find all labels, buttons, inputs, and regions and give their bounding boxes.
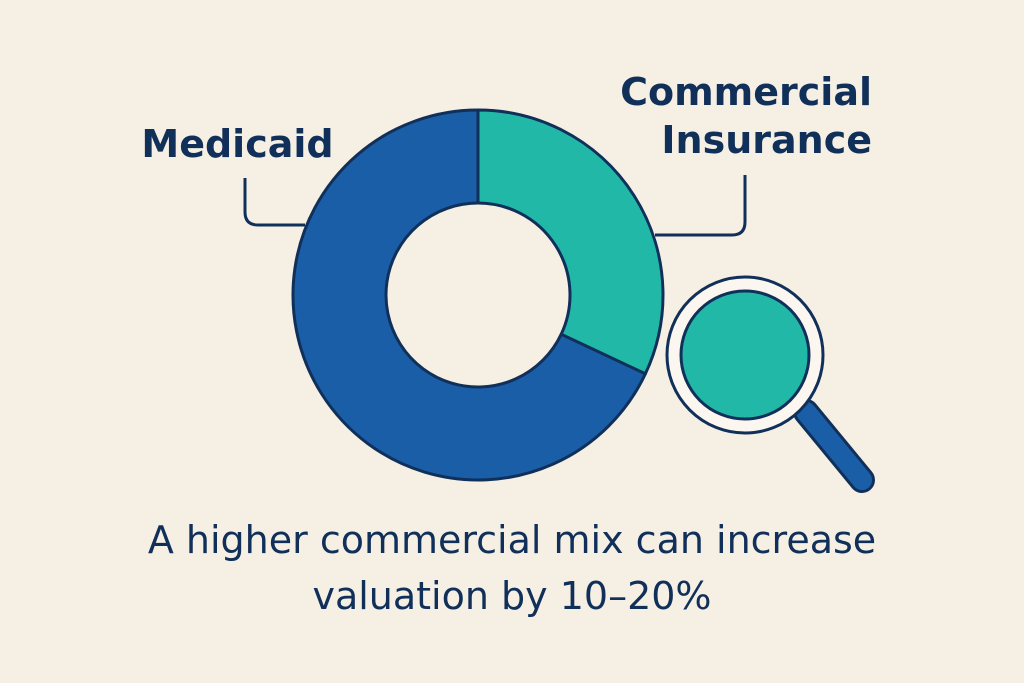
magnifier <box>665 275 875 493</box>
slice-label: Medicaid <box>141 122 334 166</box>
handle <box>796 402 872 490</box>
caption: A higher commercial mix can increase val… <box>147 518 877 618</box>
slice-label: Commercial Insurance <box>620 70 872 162</box>
medicaid-bracket <box>243 178 305 227</box>
lens <box>679 289 811 421</box>
commercial-bracket <box>655 175 747 237</box>
donut-slice <box>476 108 665 376</box>
donut-slice <box>291 108 647 482</box>
